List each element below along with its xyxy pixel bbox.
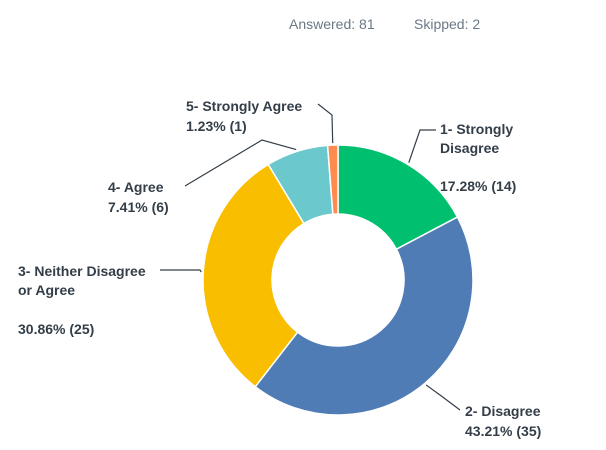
slice-label: 3- Neither Disagree or Agree [18, 263, 146, 298]
answered: Answered: 81 [289, 16, 375, 32]
slice-label: 1- Strongly Disagree [440, 121, 514, 156]
leader-line [184, 139, 297, 187]
skipped: Skipped: 2 [414, 16, 481, 32]
slice-label: 5- Strongly Agree [186, 98, 303, 114]
donut-slice [337, 144, 459, 251]
leader-line [408, 129, 436, 163]
leader-line [160, 269, 202, 273]
leader-line [425, 384, 461, 411]
value-label: 30.86% (25) [18, 321, 95, 337]
donut-slice [254, 216, 474, 416]
slice-label: 4- Agree [108, 179, 164, 195]
slice-label: 2- Disagree [465, 403, 541, 419]
value-label: 1.23% (1) [186, 118, 247, 134]
value-label: 43.21% (35) [465, 423, 542, 439]
donut-slice [202, 163, 305, 388]
value-label: 17.28% (14) [440, 178, 517, 194]
leader-line [317, 103, 334, 144]
value-label: 7.41% (6) [108, 199, 169, 215]
donut-slice [326, 144, 339, 216]
